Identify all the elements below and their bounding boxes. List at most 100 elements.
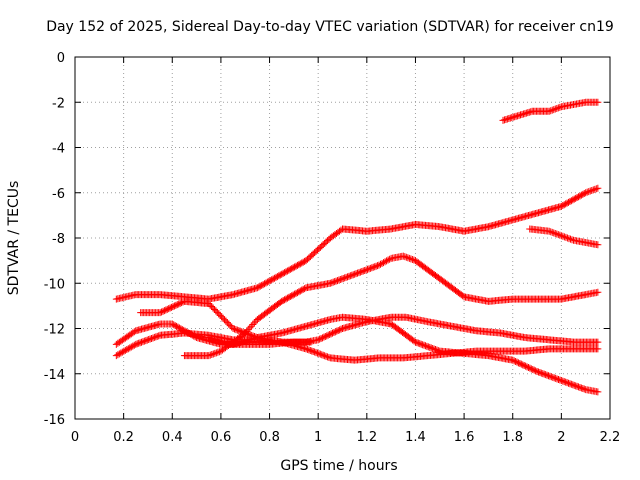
data-point [582, 189, 590, 197]
data-point [430, 345, 438, 353]
axis-ticks: 0 0.2 0.4 0.6 0.8 1 1.2 1.4 1.6 1.8 2 2.2 0 -2 -4 -6 -8 -… [44, 51, 621, 445]
data-point [285, 293, 293, 301]
x-tick-label: 1.2 [356, 430, 377, 445]
data-point [517, 360, 525, 368]
data-point [249, 321, 257, 329]
data-point [219, 314, 227, 322]
data-point [345, 272, 353, 280]
data-point [555, 375, 563, 383]
data-point [124, 345, 132, 353]
data-point [336, 326, 344, 334]
data-point [256, 282, 264, 290]
data-point [289, 291, 297, 299]
data-point [572, 194, 580, 202]
data-point [301, 285, 309, 293]
data-point [556, 103, 564, 111]
data-point [560, 201, 568, 209]
data-point [563, 379, 571, 387]
data-point [149, 334, 157, 342]
data-point [253, 284, 261, 292]
data-point [241, 329, 249, 337]
data-point [176, 299, 184, 307]
data-point [206, 351, 214, 359]
data-point [140, 337, 148, 345]
x-tick-label: 0 [71, 430, 79, 445]
data-point [566, 198, 574, 206]
data-point [553, 230, 561, 238]
data-point [316, 350, 324, 358]
data-point [552, 374, 560, 382]
data-point [190, 332, 198, 340]
data-point [560, 233, 568, 241]
data-point [312, 349, 320, 357]
data-point [372, 262, 380, 270]
data-point [296, 260, 304, 268]
data-point [514, 359, 522, 367]
data-point [579, 190, 587, 198]
data-point [132, 340, 140, 348]
data-point [356, 268, 364, 276]
data-point [129, 342, 137, 350]
data-point [417, 340, 425, 348]
data-point [222, 317, 230, 325]
data-point [299, 258, 307, 266]
data-point [205, 300, 213, 308]
data-point [152, 333, 160, 341]
data-point [529, 365, 537, 373]
data-point [337, 226, 345, 234]
data-point [589, 186, 597, 194]
data-point [509, 356, 517, 364]
data-point [550, 106, 558, 114]
data-point [433, 346, 441, 354]
y-tick-label: -2 [52, 96, 65, 111]
data-point [365, 265, 373, 273]
data-point [577, 191, 585, 199]
data-point [570, 195, 578, 203]
data-point [548, 106, 556, 114]
data-point [348, 271, 356, 279]
data-point [320, 333, 328, 341]
data-point [266, 277, 274, 285]
data-point [545, 107, 553, 115]
data-point [316, 335, 324, 343]
data-point [375, 261, 383, 269]
data-point [554, 231, 562, 239]
data-point [557, 232, 565, 240]
data-point [258, 281, 266, 289]
series-track-1 [112, 184, 602, 303]
data-point [247, 322, 255, 330]
data-point [135, 339, 143, 347]
data-point [580, 385, 588, 393]
y-tick-label: -10 [44, 277, 65, 292]
data-point [178, 299, 186, 307]
data-point [329, 278, 337, 286]
data-point [410, 256, 418, 264]
data-point [173, 301, 181, 309]
data-point [289, 264, 297, 272]
data-point [420, 341, 428, 349]
data-point [331, 328, 339, 336]
data-point [326, 330, 334, 338]
data-point [383, 257, 391, 265]
data-point [120, 347, 128, 355]
data-point [576, 192, 584, 200]
data-point [166, 304, 174, 312]
data-point [191, 333, 199, 341]
y-tick-label: 0 [57, 51, 65, 66]
data-point [118, 348, 126, 356]
data-point [368, 264, 376, 272]
data-point [567, 197, 575, 205]
chart-title: Day 152 of 2025, Sidereal Day-to-day VTE… [46, 19, 614, 35]
data-point [305, 346, 313, 354]
data-point [516, 360, 524, 368]
data-point [524, 363, 532, 371]
data-point [527, 365, 535, 373]
data-point [359, 267, 367, 275]
data-point [533, 367, 541, 375]
data-point [210, 305, 218, 313]
data-point [309, 348, 317, 356]
data-point [291, 263, 299, 271]
data-point [114, 351, 122, 359]
data-point [423, 342, 431, 350]
data-point [550, 374, 558, 382]
